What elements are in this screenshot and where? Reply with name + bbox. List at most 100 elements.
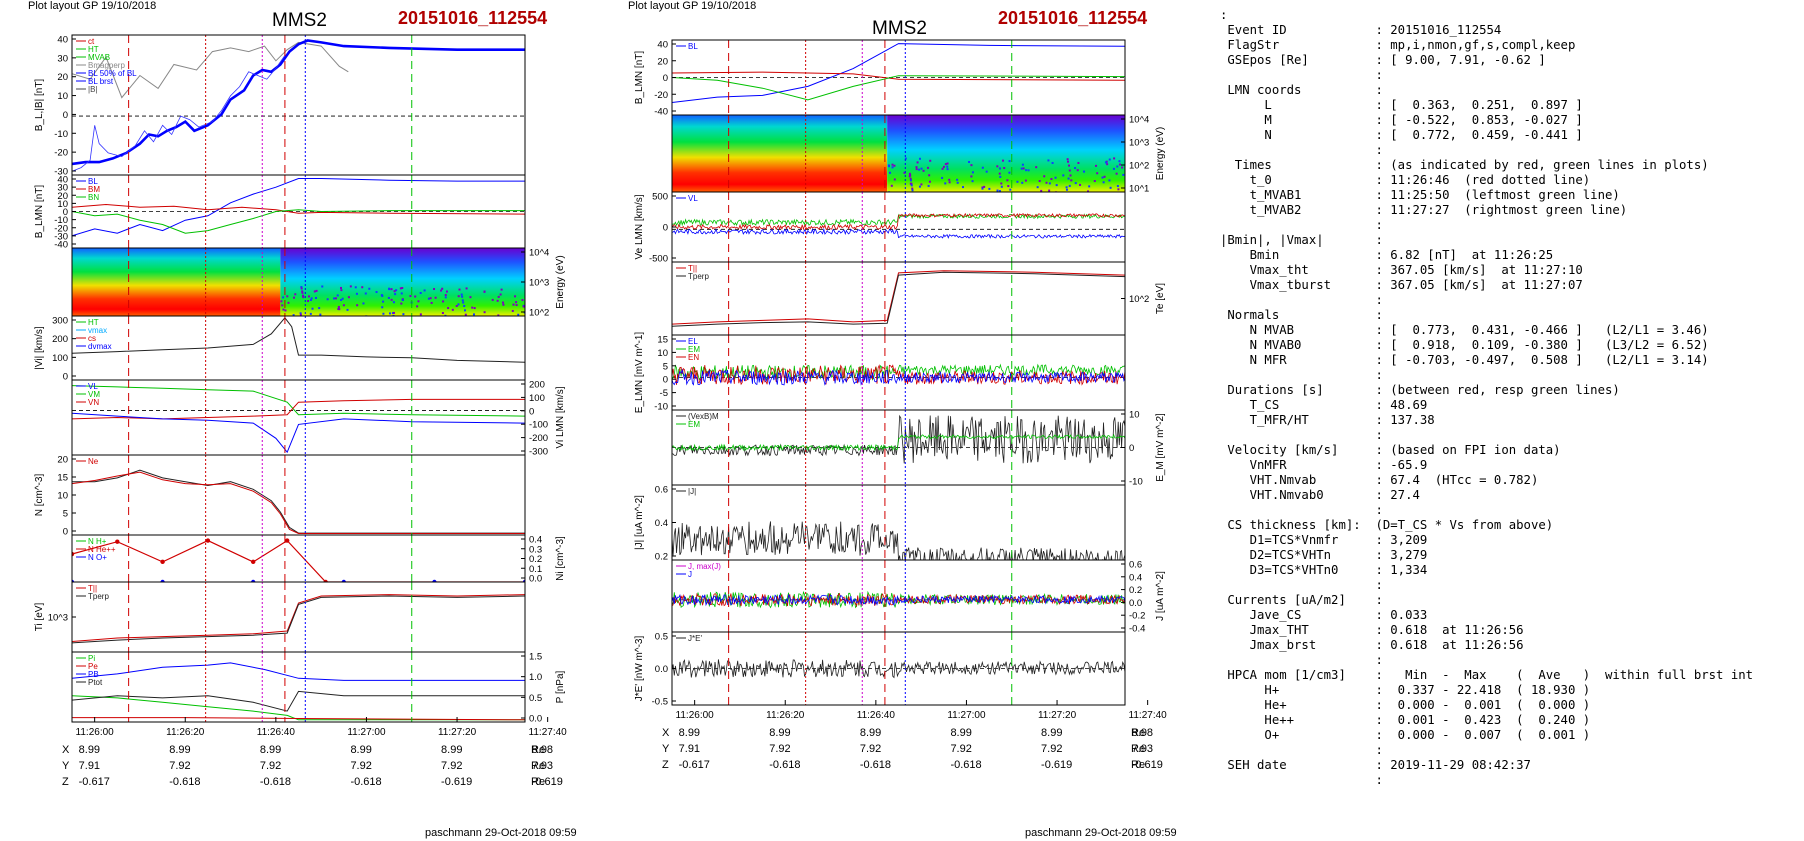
y-tick-label: 500 — [652, 192, 668, 203]
legend-entry: N H+ — [88, 537, 107, 546]
data-series — [672, 71, 1125, 81]
ephemeris-row-z: Z — [662, 759, 669, 771]
y-tick-label: 5 — [63, 509, 68, 520]
legend-entry: cs — [88, 334, 96, 343]
y-axis-label: Ni [cm^-3] — [555, 536, 566, 581]
y-tick-label: 30 — [57, 53, 68, 64]
legend-entry: N O+ — [88, 553, 107, 562]
right-panel-2: 500 0 -500 Ve LMN [km/s] VL — [634, 191, 1126, 265]
data-series — [72, 317, 525, 363]
ephemeris-value: 8.99 — [78, 744, 101, 756]
ephemeris-row-y: Y — [62, 760, 70, 772]
ephemeris-unit: Re — [531, 776, 546, 788]
y-tick-label: 0.0 — [1129, 598, 1142, 609]
right-stacked-panels: 40 20 0 -20 -40 B_LMN [nT] BL 10^4 10^3 10^2 10^1 E… — [634, 39, 1167, 721]
ephemeris-unit: Re — [1131, 743, 1146, 755]
y-tick-label: -0.4 — [1129, 624, 1145, 635]
y-tick-label: -20 — [54, 223, 68, 234]
legend-entry: EN — [688, 353, 699, 362]
left-panel-2: 10^4 10^3 10^2 Energy (eV) — [71, 247, 566, 319]
y-axis-label: Te [eV] — [1155, 283, 1166, 314]
y-tick-label: -5 — [660, 388, 668, 399]
legend-entry: ct — [88, 37, 95, 46]
y-axis-label: Ti [eV] — [34, 603, 45, 632]
y-tick-label: -300 — [529, 447, 548, 458]
right-footer: paschmann 29-Oct-2018 09:59 — [1025, 827, 1177, 839]
y-tick-label: 0 — [663, 223, 668, 234]
legend-entry: BL — [88, 177, 98, 186]
data-point — [72, 551, 75, 557]
ephemeris-value: -0.618 — [950, 759, 982, 771]
y-tick-label: 0.2 — [529, 554, 542, 565]
y-axis-label: Energy (eV) — [1155, 127, 1166, 180]
y-tick-label: 300 — [52, 316, 68, 327]
panel-frame — [671, 191, 1126, 263]
left-panel-6: 0.40.30.20.10.0 Ni [cm^-3] N H+N He++N O+ — [71, 534, 566, 585]
legend-entry: Ptot — [88, 678, 103, 687]
y-tick-label: 0.2 — [1129, 585, 1142, 596]
legend-entry: N He++ — [88, 545, 116, 554]
y-tick-label: 0.6 — [655, 485, 668, 496]
ephemeris-unit: Re — [531, 744, 546, 756]
y-tick-label: -0.2 — [1129, 611, 1145, 622]
ephemeris-value: -0.618 — [350, 776, 382, 788]
ephemeris-value: 8.99 — [769, 727, 791, 739]
y-axis-label: |Vi| [km/s] — [34, 326, 45, 370]
y-tick-label: -200 — [529, 433, 548, 444]
y-tick-label: 10 — [657, 348, 668, 359]
y-tick-label: 0 — [529, 406, 534, 417]
legend-entry: Ne — [88, 457, 99, 466]
panel-frame — [71, 315, 526, 381]
ephemeris-value: 7.92 — [769, 743, 791, 755]
ephemeris-value: 7.92 — [259, 760, 282, 772]
ephemeris-value: 7.93 — [1131, 743, 1154, 755]
ephemeris-value: 8.99 — [1041, 727, 1063, 739]
legend-entry: EM — [688, 345, 700, 354]
y-tick-label: 10 — [57, 91, 68, 102]
y-tick-label: 15 — [57, 473, 68, 484]
y-axis-label: Energy (eV) — [555, 255, 566, 308]
y-tick-label: 10^1 — [1129, 184, 1149, 195]
legend-entry: T|| — [688, 264, 697, 273]
legend-entry: Pe — [88, 662, 98, 671]
ephemeris-value: 8.98 — [531, 744, 554, 756]
panel-frame — [71, 581, 526, 653]
right-panel-6: 0.6 0.4 0.2 |J| [uA m^-2] |J| — [634, 484, 1126, 563]
ephemeris-value: 8.99 — [859, 727, 882, 739]
y-tick-label: 200 — [529, 380, 545, 391]
noise-series — [672, 213, 1125, 227]
y-tick-label: 0.5 — [529, 693, 542, 704]
data-point — [160, 559, 165, 565]
right-plot-header: Plot layout GP 19/10/2018 — [628, 0, 757, 12]
noise-series — [672, 227, 1125, 239]
y-tick-label: 10^2 — [1129, 294, 1149, 305]
y-tick-label: -20 — [54, 148, 68, 159]
y-tick-label: 20 — [657, 56, 668, 67]
noise-series — [672, 368, 1125, 386]
y-axis-label: B_LMN [nT] — [634, 51, 645, 105]
y-tick-label: 40 — [57, 35, 68, 46]
right-panel-8: 0.5 0.0 -0.5 J*E' [nW m^-3] J*E' — [634, 631, 1126, 708]
y-tick-label: 0.0 — [529, 714, 542, 725]
panel-frame — [71, 651, 526, 723]
legend-entry: BL — [688, 42, 698, 51]
data-point — [72, 579, 75, 582]
y-tick-label: 0.1 — [529, 564, 542, 575]
y-tick-label: 20 — [57, 72, 68, 83]
x-tick-label: 11:27:00 — [347, 727, 386, 738]
event-info-panel: : Event ID : 20151016_112554 FlagStr : m… — [1220, 8, 1754, 787]
y-tick-label: -500 — [649, 254, 668, 265]
y-axis-label: N [cm^-3] — [34, 474, 45, 517]
x-tick-label: 11:26:40 — [857, 710, 896, 721]
y-tick-label: -10 — [54, 129, 68, 140]
ephemeris-value: 8.99 — [350, 744, 372, 756]
data-series — [672, 75, 1125, 101]
x-tick-label: 11:26:00 — [676, 710, 715, 721]
y-axis-label: Ve LMN [km/s] — [634, 194, 645, 259]
legend-entry: EM — [688, 420, 700, 429]
data-point — [323, 579, 328, 582]
y-axis-label: B_LMN [nT] — [34, 185, 45, 239]
y-axis-label: |J| [uA m^-2] — [634, 495, 645, 550]
